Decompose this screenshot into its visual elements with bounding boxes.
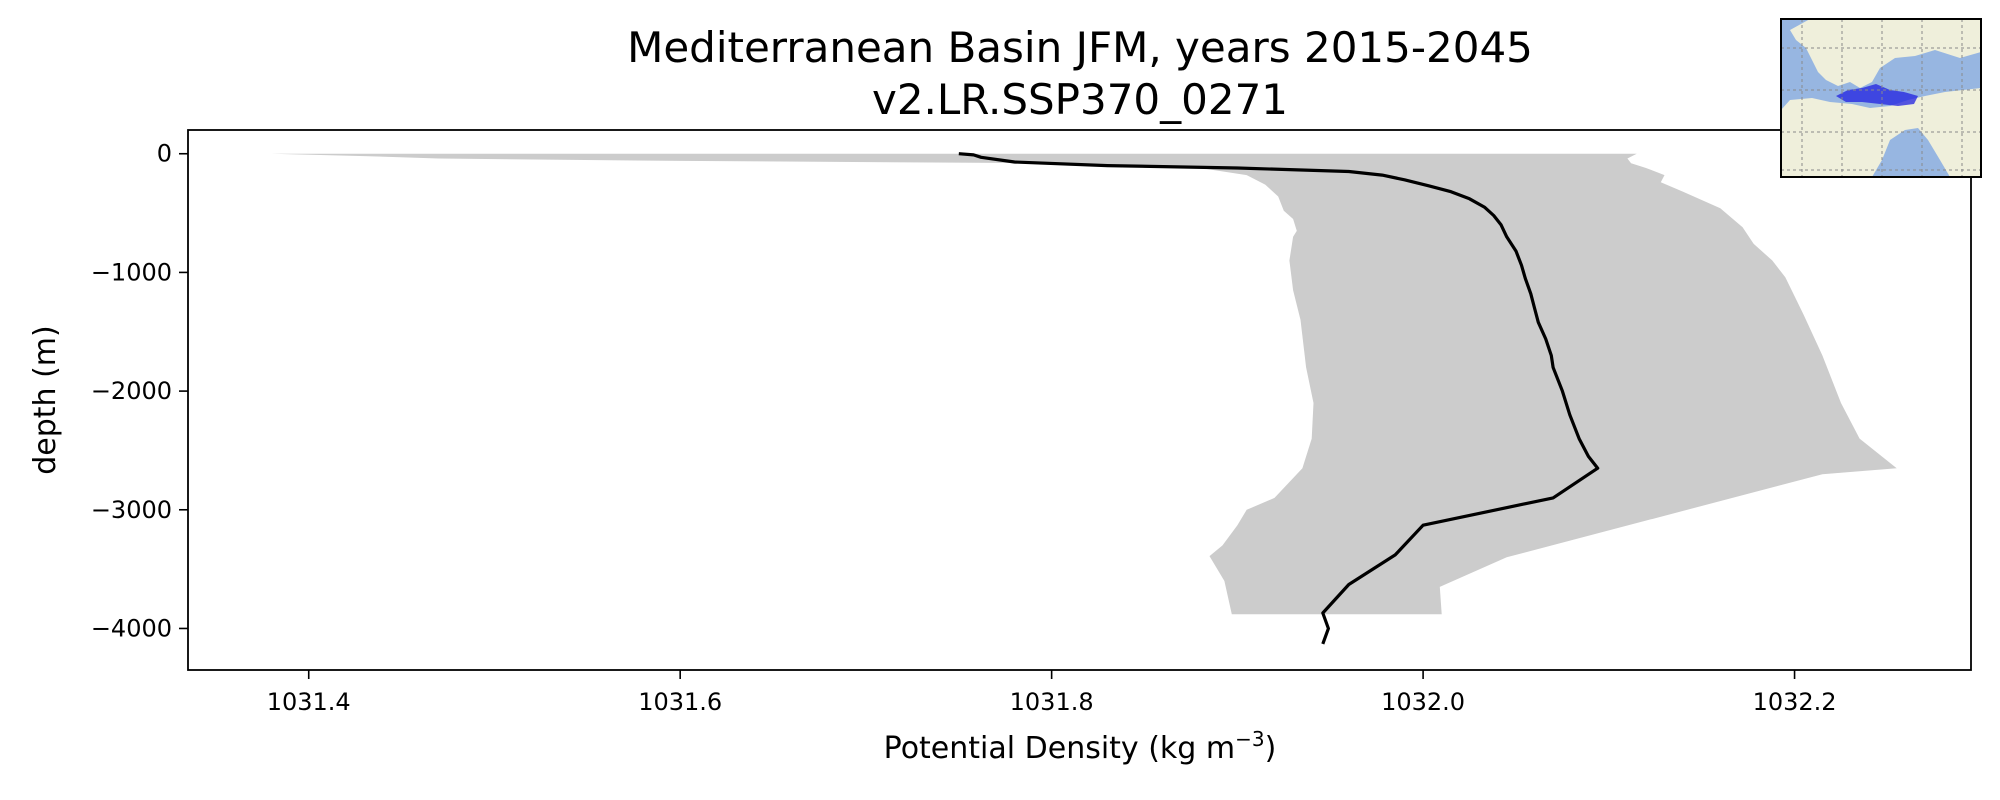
y-tick-label: −4000 (91, 614, 172, 642)
map-land-africa-asia (1781, 88, 1981, 177)
density-spread-band (271, 153, 1897, 615)
map-land-uk (1804, 20, 1818, 42)
map-mediterranean-highlight (1836, 84, 1918, 106)
mean-density-line (958, 152, 1600, 645)
plot-area (271, 152, 1897, 645)
inset-map (1780, 18, 1982, 178)
inset-map-frame (1780, 18, 1982, 178)
map-land-europe (1790, 19, 1981, 88)
chart-subtitle: v2.LR.SSP370_0271 (872, 75, 1288, 124)
map-gridlines (1781, 19, 1981, 177)
y-tick-label: −3000 (91, 496, 172, 524)
x-tick-label: 1031.8 (1010, 688, 1094, 716)
x-tick-label: 1031.4 (267, 688, 351, 716)
x-tick-label: 1032.0 (1381, 688, 1465, 716)
y-tick-label: −1000 (91, 258, 172, 286)
x-axis: 1031.4 1031.6 1031.8 1032.0 1032.2 (267, 670, 1837, 716)
axes-frame (187, 129, 1972, 671)
x-tick-label: 1031.6 (638, 688, 722, 716)
chart-title: Mediterranean Basin JFM, years 2015-2045 (627, 23, 1533, 72)
x-axis-label: Potential Density (kg m−3) (884, 727, 1277, 766)
y-tick-label: 0 (157, 140, 172, 168)
y-tick-label: −2000 (91, 377, 172, 405)
y-axis-label: depth (m) (28, 325, 63, 475)
y-axis: 0 −1000 −2000 −3000 −4000 (91, 140, 188, 642)
x-tick-label: 1032.2 (1753, 688, 1837, 716)
